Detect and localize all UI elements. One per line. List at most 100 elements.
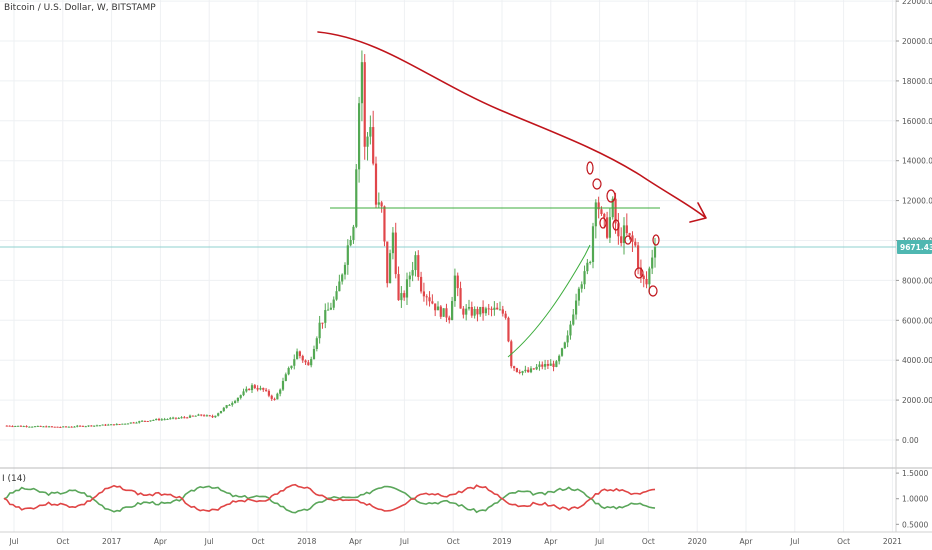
candle-body [76,425,79,427]
price-tags: 9671.43 [897,240,932,255]
candle-body [343,264,347,275]
candle-body [467,307,471,309]
candle-body [284,374,287,381]
time-tick-label: Oct [447,537,460,546]
candle-body [138,421,141,423]
candle-body [315,338,318,349]
price-tick-label: 22000.00 [902,0,932,6]
time-tick-label: Apr [740,537,754,546]
candle-body [462,308,465,315]
candle-body [42,426,45,428]
highlight-circle [652,234,660,246]
candle-body [132,422,135,424]
candle-body [245,388,248,392]
candle-body [653,247,657,258]
candle-body [191,415,194,417]
candle-body [355,169,358,227]
candle-body [498,309,502,311]
candle-body [549,363,552,366]
indicator-tick-label: 0.5000 [902,520,928,529]
indicator-label: I (14) [2,474,26,484]
candle-body [558,355,561,362]
price-tick-label: 4000.00 [902,356,932,365]
candle-body [276,393,279,400]
candle-body [231,402,234,405]
candle-body [617,223,620,237]
candle-body [473,309,476,316]
candle-body [121,423,124,425]
candle-body [5,425,8,427]
candle-body [67,426,70,428]
price-tick-label: 14000.00 [902,157,932,166]
candle-body [377,202,380,205]
candle-body [405,279,409,298]
chart-grid [0,0,932,533]
candle-body [217,413,220,416]
candle-body [439,306,442,317]
candle-body [242,391,245,396]
candle-body [124,423,127,425]
candle-body [372,127,375,164]
candle-body [62,426,65,428]
candle-body [307,362,310,366]
trend-curve [507,244,591,358]
candle-body [436,306,440,311]
candle-body [546,364,550,366]
candle-body [648,268,651,285]
candle-body [225,405,228,408]
candle-body [572,314,575,325]
highlight-circle [586,161,594,175]
candle-body [248,388,251,391]
candle-body [442,308,445,317]
candle-body [281,380,285,390]
candle-body [400,293,403,301]
vortex-indicator-pane [3,483,656,514]
candle-body [501,309,504,314]
candle-body [11,426,14,428]
candle-body [326,309,330,311]
candle-body [456,275,459,289]
candle-body [419,276,423,292]
candle-body [177,417,180,419]
candle-body [183,417,186,419]
candle-body [521,371,524,373]
candle-body [639,267,643,276]
candle-body [166,418,169,420]
candle-body [527,369,530,373]
candle-body [625,225,628,234]
candle-body [352,226,355,240]
candle-body [645,278,648,285]
candle-body [135,422,138,424]
vi-plus-line [3,485,656,514]
highlight-circle [634,267,644,279]
candle-body [515,368,519,372]
time-tick-label: Jul [594,537,604,546]
candle-body [541,364,544,367]
candle-body [28,426,31,428]
candle-body [445,308,448,318]
price-tick-label: 0.00 [902,436,919,445]
candle-body [481,306,485,314]
candle-body [270,395,273,399]
candle-body [594,202,597,227]
candle-body [129,422,132,424]
candle-body [369,127,372,137]
candle-body [157,418,161,421]
candle-body [78,425,82,427]
current-price-tag [897,240,932,255]
candle-body [126,423,130,425]
candle-body [163,419,166,421]
candle-body [411,270,414,276]
candle-body [287,368,290,375]
candlestick-series [5,50,657,429]
candle-body [312,348,316,360]
candle-body [476,309,479,315]
candle-body [304,360,307,363]
time-tick-label: Jul [204,537,214,546]
candle-body [197,414,200,416]
candle-body [87,425,90,427]
candle-body [36,425,39,427]
candle-body [293,359,296,366]
price-axis: 22000.00 20000.00 18000.00 16000.00 14000.00… [896,0,932,529]
